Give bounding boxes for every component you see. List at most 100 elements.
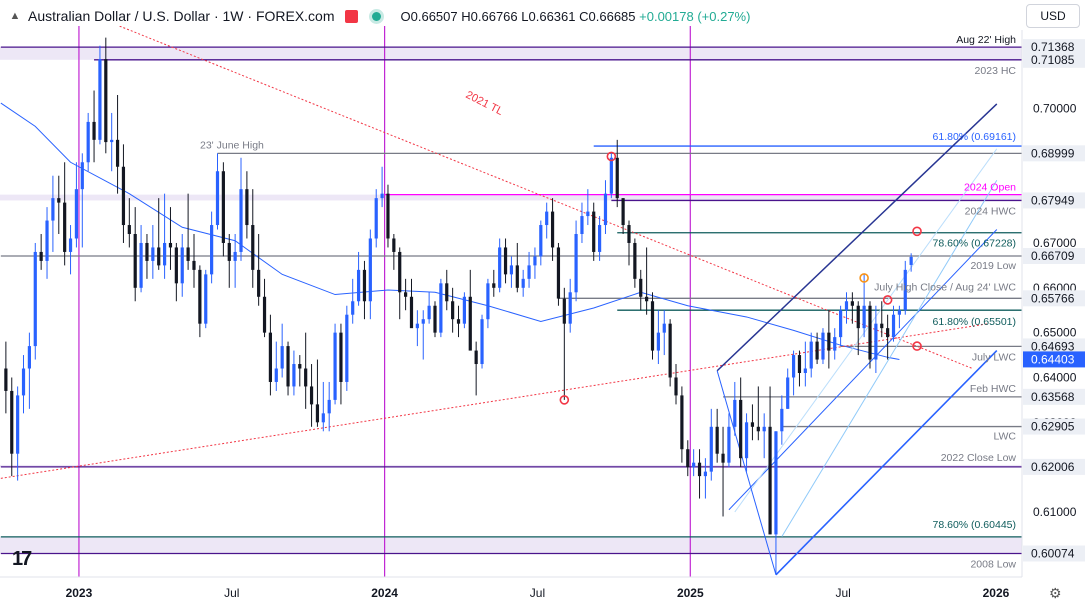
candle-body <box>615 157 619 199</box>
candle-body <box>292 364 296 387</box>
candle <box>645 247 649 315</box>
candle-body <box>168 242 173 248</box>
candle <box>451 287 455 333</box>
candle-body <box>674 377 678 396</box>
level-label: 2019 Low <box>970 260 1016 272</box>
symbol-title[interactable]: Australian Dollar / U.S. Dollar · 1W · F… <box>28 8 335 24</box>
candle <box>539 220 543 266</box>
currency-selector[interactable]: USD <box>1026 4 1080 28</box>
gear-icon[interactable]: ⚙ <box>1049 585 1062 601</box>
candle <box>39 234 43 270</box>
candle <box>439 278 443 338</box>
marker-circle <box>912 341 922 351</box>
candle <box>521 269 525 297</box>
candle <box>33 242 37 360</box>
candle <box>821 328 825 365</box>
candle <box>145 234 149 279</box>
candle <box>233 234 237 288</box>
pitchfork-line <box>716 103 998 372</box>
candle <box>4 341 8 414</box>
y-tick-label: 0.61000 <box>1033 505 1077 519</box>
chevron-up-icon[interactable]: ▲ <box>9 10 21 22</box>
candle <box>880 301 884 338</box>
candle-body <box>257 269 261 297</box>
candle-body <box>327 399 331 414</box>
pitchfork-line <box>728 229 998 511</box>
ohlc-low: L0.66361 <box>521 8 576 24</box>
candle <box>462 292 466 329</box>
candle-body <box>668 323 672 378</box>
price-label-text: 0.68999 <box>1031 146 1075 160</box>
candle-body <box>733 399 737 427</box>
candle <box>780 395 784 445</box>
candle <box>586 189 590 226</box>
candle <box>433 301 437 338</box>
x-tick-label: Jul <box>224 586 239 600</box>
candle-body <box>592 211 596 252</box>
candle <box>68 225 73 275</box>
price-label-text: 0.71368 <box>1031 40 1075 54</box>
candle-body <box>439 283 443 333</box>
candle-body <box>57 198 61 203</box>
candle-body <box>850 301 854 306</box>
marker-circle <box>559 395 570 405</box>
red-flag-icon[interactable] <box>344 9 358 23</box>
candle <box>162 193 167 279</box>
candle <box>480 314 484 369</box>
candle-body <box>151 247 155 261</box>
candle <box>774 431 778 575</box>
candle-body <box>362 269 367 302</box>
ohlc-readout: O0.66507 H0.66766 L0.66361 C0.66685 +0.0… <box>401 9 751 24</box>
candle-body <box>268 332 273 382</box>
candle-body <box>580 216 584 235</box>
candle-body <box>609 157 613 194</box>
price-label-text: 0.62006 <box>1031 460 1075 474</box>
candle-body <box>368 238 372 302</box>
y-tick-label: 0.67000 <box>1033 236 1077 250</box>
candle-body <box>298 364 302 369</box>
candle-body <box>521 278 525 288</box>
level-label: 2022 Close Low <box>941 452 1017 464</box>
currency-label: USD <box>1040 9 1066 23</box>
candle-body <box>527 265 531 279</box>
price-label-text: 0.62905 <box>1031 420 1075 434</box>
candle-body <box>762 426 766 432</box>
y-tick-label: 0.70000 <box>1033 101 1077 115</box>
candle-body <box>515 265 519 288</box>
candle <box>115 95 120 194</box>
zone-band <box>0 464 1022 467</box>
candle <box>51 175 55 252</box>
candle-body <box>597 225 602 252</box>
candle <box>198 265 202 338</box>
candle-body <box>486 283 490 320</box>
candle <box>386 184 390 248</box>
candle-body <box>886 328 890 338</box>
candle-body <box>68 238 73 252</box>
candle-body <box>891 314 896 338</box>
price-label-box <box>1023 418 1085 435</box>
candle-body <box>39 251 43 261</box>
candle <box>580 202 584 243</box>
candle-body <box>227 242 231 261</box>
candle <box>833 328 837 360</box>
candle-body <box>333 332 337 400</box>
candle <box>456 305 461 338</box>
candle <box>639 269 643 311</box>
tradingview-logo-icon[interactable]: 17 <box>12 548 32 570</box>
candle <box>668 319 672 387</box>
candle <box>80 153 84 248</box>
candle <box>421 310 425 360</box>
candle <box>803 341 807 387</box>
candle-body <box>104 59 108 143</box>
candle <box>815 332 819 365</box>
candle-body <box>468 296 472 351</box>
candle <box>597 216 602 261</box>
candle <box>545 202 549 239</box>
candle-body <box>656 332 660 351</box>
candle <box>21 355 26 414</box>
candle-body <box>356 269 361 302</box>
candle <box>45 207 49 279</box>
candle <box>492 269 496 297</box>
candle-body <box>162 242 167 266</box>
